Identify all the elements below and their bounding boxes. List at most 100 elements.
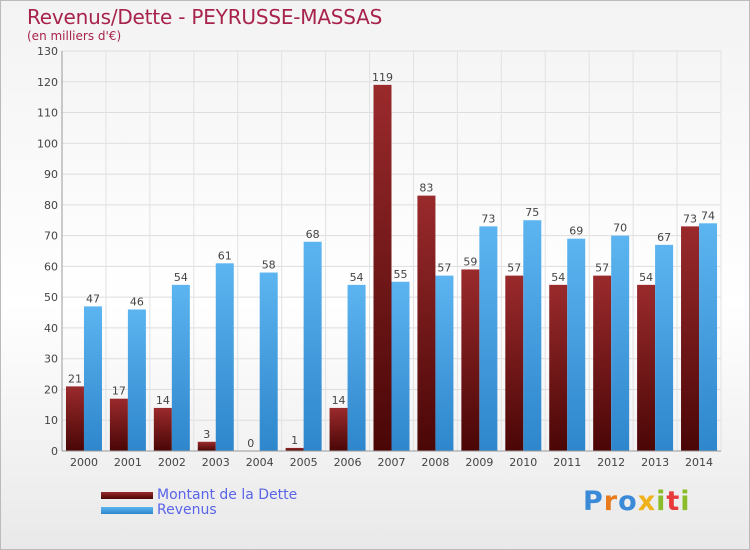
bar-revenus bbox=[215, 263, 234, 451]
data-label-revenus: 75 bbox=[525, 206, 539, 219]
data-label-revenus: 58 bbox=[262, 259, 276, 272]
logo-letter: i bbox=[680, 486, 691, 517]
data-label-dette: 57 bbox=[595, 262, 609, 275]
data-label-revenus: 54 bbox=[350, 271, 364, 284]
x-tick-label: 2009 bbox=[465, 456, 493, 469]
bar-revenus bbox=[83, 306, 102, 451]
data-label-revenus: 57 bbox=[437, 262, 451, 275]
bar-revenus bbox=[303, 241, 322, 451]
y-tick-label: 130 bbox=[37, 45, 58, 58]
data-label-dette: 57 bbox=[507, 262, 521, 275]
bar-dette bbox=[65, 386, 84, 451]
x-tick-label: 2004 bbox=[246, 456, 274, 469]
data-label-dette: 59 bbox=[463, 255, 477, 268]
logo-letter: r bbox=[603, 486, 619, 517]
bar-revenus bbox=[479, 226, 498, 451]
x-tick-label: 2005 bbox=[290, 456, 318, 469]
y-tick-label: 120 bbox=[37, 76, 58, 89]
y-tick-label: 10 bbox=[44, 414, 58, 427]
x-tick-label: 2012 bbox=[597, 456, 625, 469]
legend-item-debt: Montant de la Dette bbox=[101, 487, 297, 503]
y-tick-label: 110 bbox=[37, 107, 58, 120]
bar-dette bbox=[593, 275, 612, 451]
y-tick-label: 40 bbox=[44, 322, 58, 335]
bar-dette bbox=[549, 284, 568, 451]
data-label-dette: 119 bbox=[372, 71, 393, 84]
y-tick-label: 30 bbox=[44, 353, 58, 366]
chart-title: Revenus/Dette - PEYRUSSE-MASSAS bbox=[27, 5, 383, 29]
legend-label-revenus: Revenus bbox=[157, 502, 217, 518]
x-tick-label: 2007 bbox=[378, 456, 406, 469]
logo-letter: o bbox=[618, 486, 638, 517]
data-label-dette: 73 bbox=[683, 212, 697, 225]
data-label-dette: 83 bbox=[419, 182, 433, 195]
data-label-revenus: 73 bbox=[481, 212, 495, 225]
bars bbox=[65, 84, 718, 451]
x-tick-label: 2010 bbox=[509, 456, 537, 469]
bar-dette bbox=[153, 407, 172, 451]
legend-label-debt: Montant de la Dette bbox=[157, 487, 298, 503]
data-label-revenus: 47 bbox=[86, 292, 100, 305]
data-label-revenus: 70 bbox=[613, 222, 627, 235]
logo-letter: t bbox=[666, 486, 681, 517]
bar-dette bbox=[461, 269, 480, 451]
data-label-dette: 54 bbox=[551, 271, 565, 284]
data-label-revenus: 61 bbox=[218, 249, 232, 262]
y-tick-label: 90 bbox=[44, 168, 58, 181]
data-label-revenus: 74 bbox=[701, 209, 715, 222]
y-tick-label: 70 bbox=[44, 230, 58, 243]
legend-swatch-revenus bbox=[101, 506, 153, 514]
data-label-revenus: 46 bbox=[130, 295, 144, 308]
data-label-revenus: 68 bbox=[306, 228, 320, 241]
x-tick-label: 2003 bbox=[202, 456, 230, 469]
y-tick-label: 80 bbox=[44, 199, 58, 212]
bar-revenus bbox=[699, 223, 718, 451]
data-label-revenus: 69 bbox=[569, 225, 583, 238]
legend-swatch-debt bbox=[101, 491, 153, 499]
bar-revenus bbox=[435, 275, 454, 451]
y-tick-label: 100 bbox=[37, 137, 58, 150]
y-tick-label: 60 bbox=[44, 260, 58, 273]
bar-revenus bbox=[567, 238, 586, 451]
x-tick-label: 2002 bbox=[158, 456, 186, 469]
x-tick-label: 2014 bbox=[685, 456, 713, 469]
bar-revenus bbox=[611, 235, 630, 451]
y-tick-label: 50 bbox=[44, 291, 58, 304]
bar-revenus bbox=[391, 281, 410, 451]
data-label-dette: 54 bbox=[639, 271, 653, 284]
bar-revenus bbox=[171, 284, 190, 451]
x-tick-label: 2001 bbox=[114, 456, 142, 469]
proxiti-logo: Proxiti bbox=[583, 486, 691, 517]
bar-dette bbox=[285, 447, 304, 451]
bar-revenus bbox=[259, 272, 278, 451]
data-label-dette: 14 bbox=[332, 394, 346, 407]
bar-dette bbox=[417, 195, 436, 451]
bar-dette bbox=[329, 407, 348, 451]
bar-revenus bbox=[347, 284, 366, 451]
data-label-dette: 3 bbox=[203, 428, 210, 441]
logo-letter: i bbox=[656, 486, 667, 517]
bar-dette bbox=[505, 275, 524, 451]
y-tick-label: 20 bbox=[44, 383, 58, 396]
bar-dette bbox=[681, 226, 700, 451]
logo-letter: P bbox=[583, 486, 604, 517]
data-label-dette: 14 bbox=[156, 394, 170, 407]
data-label-dette: 1 bbox=[291, 434, 298, 447]
bar-dette bbox=[109, 398, 128, 451]
y-tick-label: 0 bbox=[51, 445, 58, 458]
data-label-dette: 17 bbox=[112, 385, 126, 398]
bar-dette bbox=[637, 284, 656, 451]
x-tick-label: 2008 bbox=[421, 456, 449, 469]
bar-revenus bbox=[127, 309, 146, 451]
data-label-revenus: 55 bbox=[394, 268, 408, 281]
data-label-dette: 0 bbox=[247, 437, 254, 450]
bar-dette bbox=[373, 84, 392, 451]
x-tick-label: 2013 bbox=[641, 456, 669, 469]
bar-revenus bbox=[655, 244, 674, 451]
data-labels: 21 47 17 46 14 54 3 61 0 58 1 68 14 54 119 55 83 57 59 73 57… bbox=[68, 71, 715, 450]
bar-dette bbox=[197, 441, 216, 451]
x-tick-label: 2006 bbox=[334, 456, 362, 469]
